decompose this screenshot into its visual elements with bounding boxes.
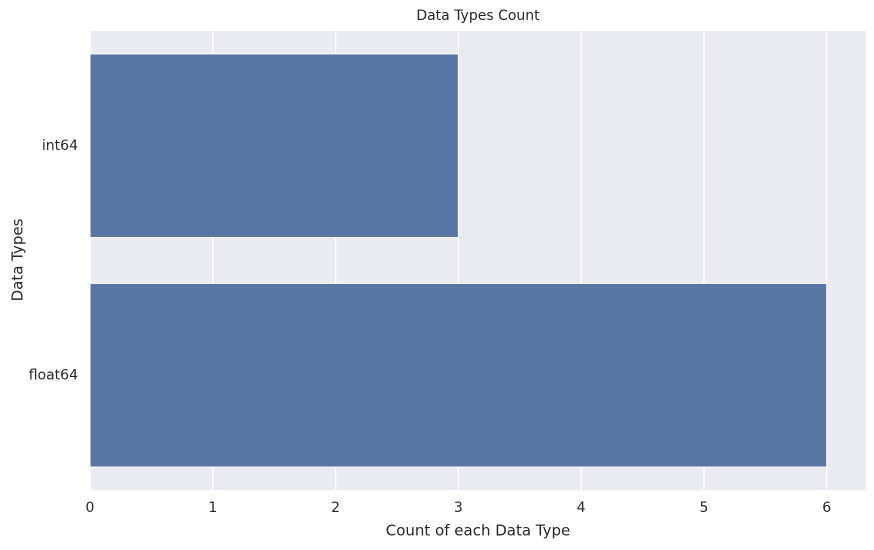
bar <box>89 53 459 239</box>
x-tick-label: 0 <box>86 500 95 516</box>
y-axis-label: Data Types <box>9 218 27 301</box>
x-tick-label: 5 <box>699 500 708 516</box>
y-tick-label: int64 <box>42 138 78 154</box>
x-tick-label: 2 <box>331 500 340 516</box>
bar <box>89 282 828 468</box>
x-tick-label: 6 <box>822 500 831 516</box>
chart-title: Data Types Count <box>416 8 540 24</box>
x-tick-label: 1 <box>208 500 217 516</box>
x-tick-label: 3 <box>454 500 463 516</box>
x-tick-label: 4 <box>577 500 586 516</box>
x-axis-label: Count of each Data Type <box>386 522 571 540</box>
y-tick-label: float64 <box>29 367 78 383</box>
